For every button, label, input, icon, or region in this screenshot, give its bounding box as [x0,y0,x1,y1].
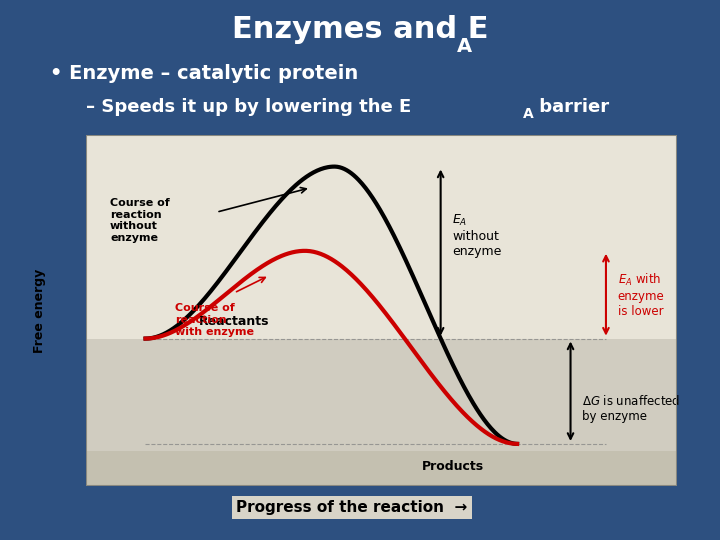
Text: $\Delta G$ is unaffected
by enzyme: $\Delta G$ is unaffected by enzyme [582,394,680,423]
Bar [86,135,677,339]
Text: Products: Products [421,460,484,472]
Text: Course of
reaction
with enzyme: Course of reaction with enzyme [175,303,254,336]
Bar [86,339,677,451]
Text: $E_A$
without
enzyme: $E_A$ without enzyme [452,212,502,258]
Bar [86,451,677,486]
Text: $E_A$ with
enzyme
is lower: $E_A$ with enzyme is lower [618,272,665,318]
Text: Progress of the reaction  →: Progress of the reaction → [236,500,468,515]
Text: • Enzyme – catalytic protein: • Enzyme – catalytic protein [50,64,359,83]
Text: Enzymes and E: Enzymes and E [232,15,488,44]
Text: Free energy: Free energy [32,268,45,353]
Text: Course of
reaction
without
enzyme: Course of reaction without enzyme [110,198,170,243]
Text: A: A [456,37,472,56]
Text: Reactants: Reactants [199,315,269,328]
Text: barrier: barrier [533,98,609,116]
Text: A: A [523,107,534,121]
Text: – Speeds it up by lowering the E: – Speeds it up by lowering the E [86,98,412,116]
